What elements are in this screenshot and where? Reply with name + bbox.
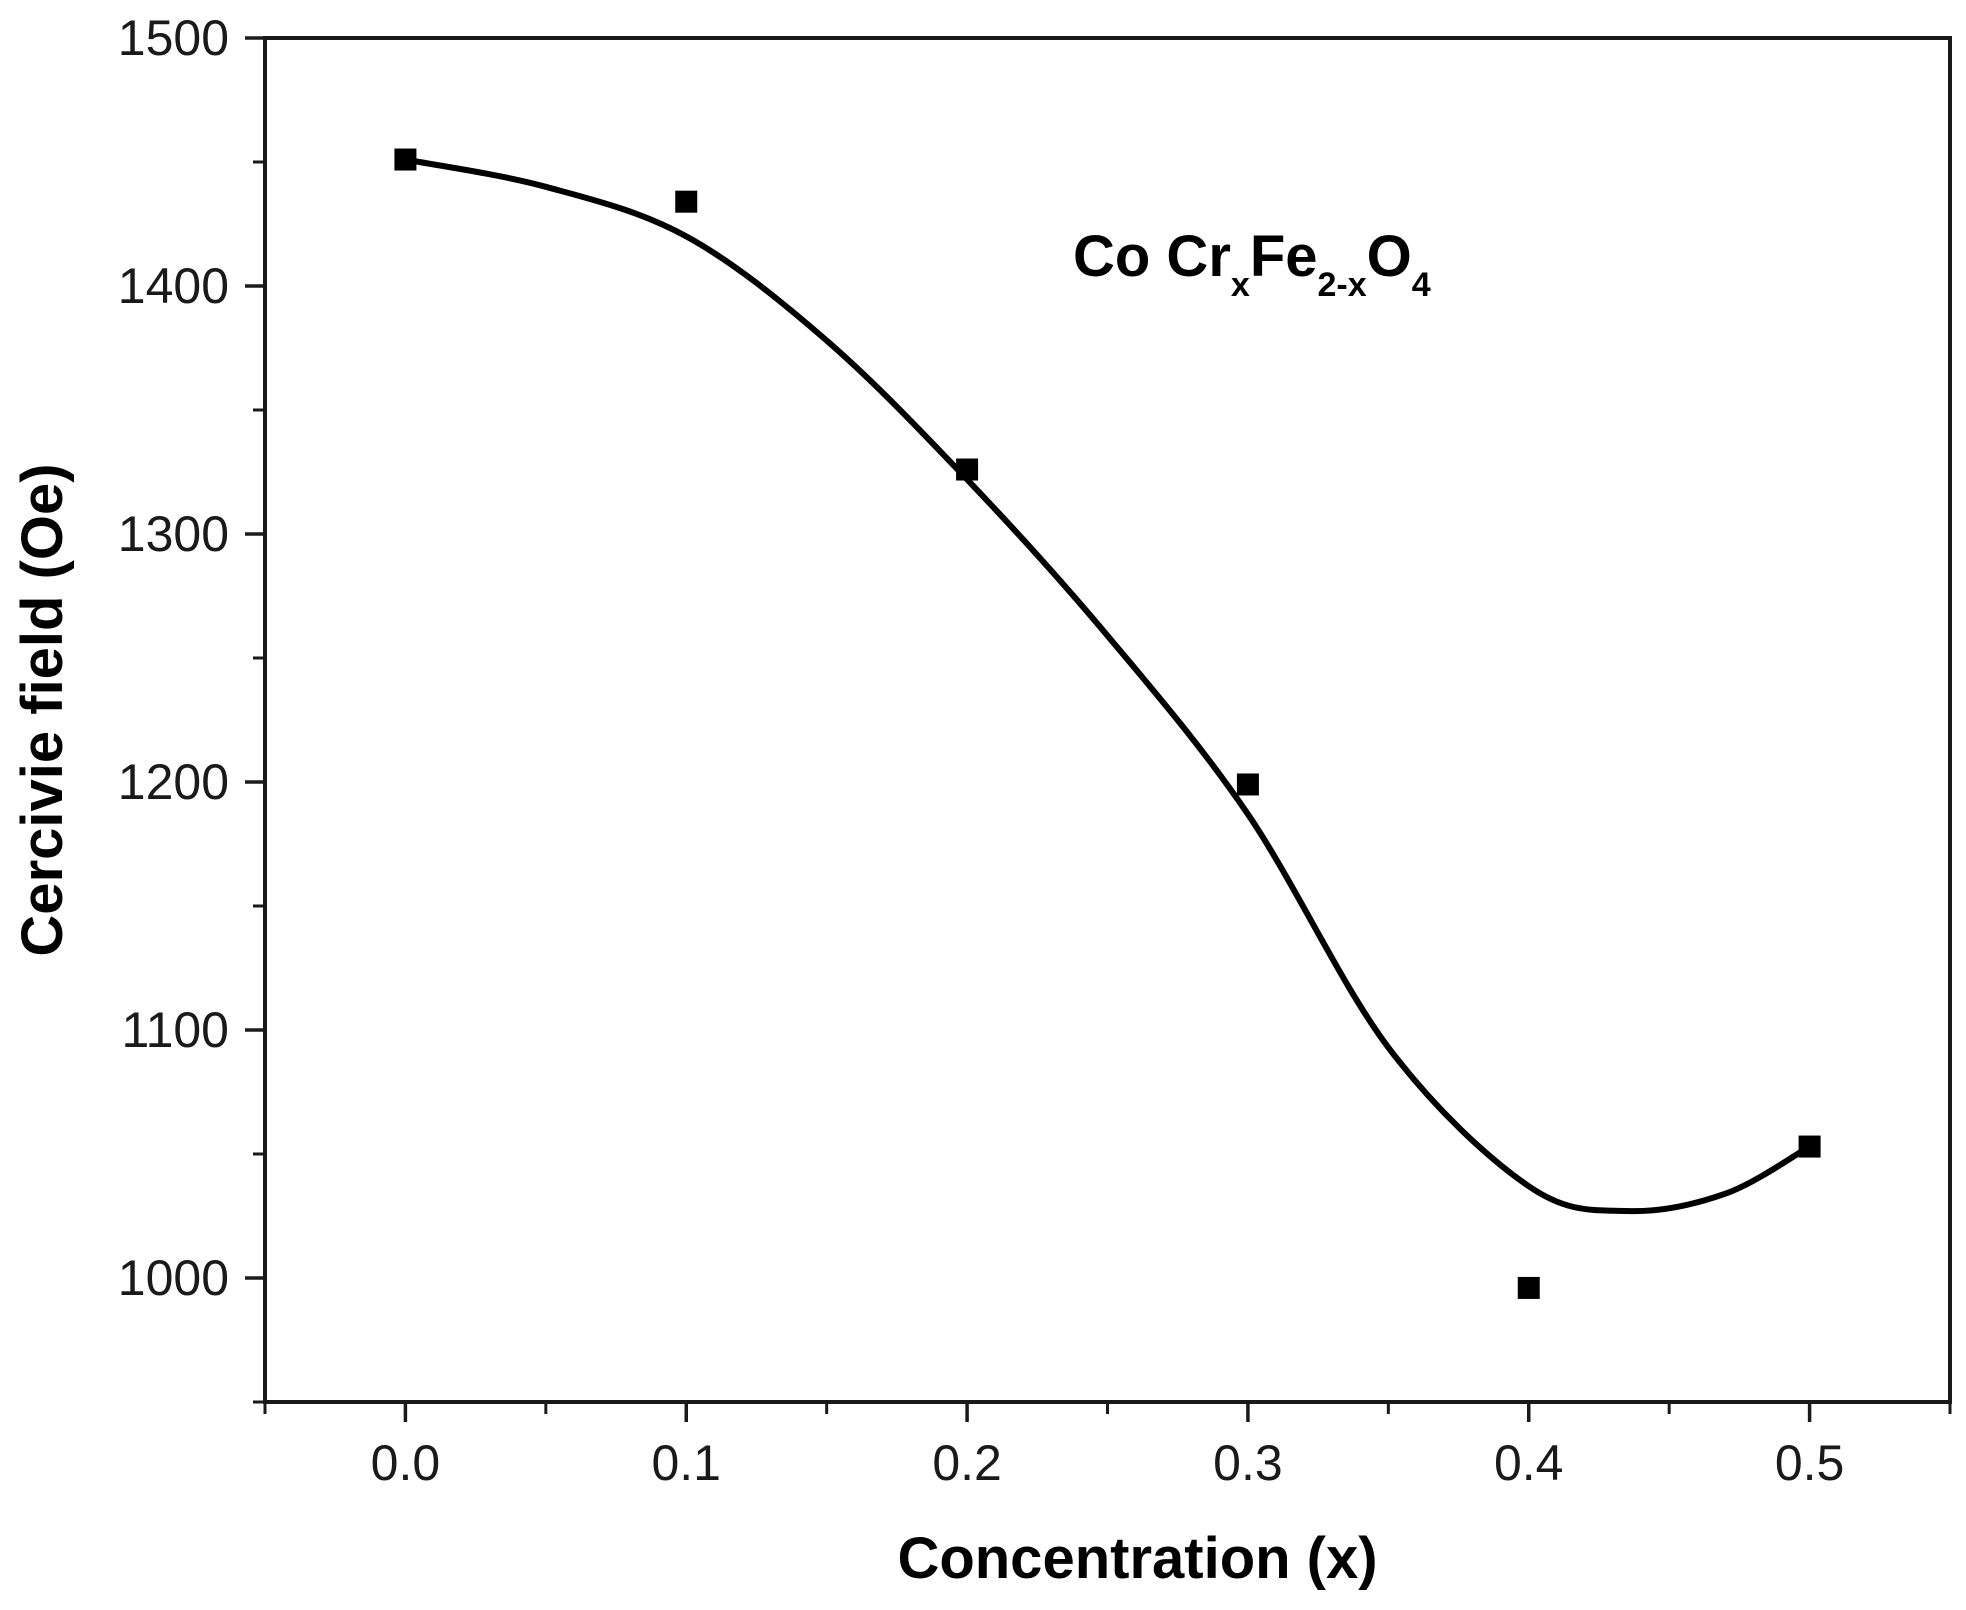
formula-text: Fe bbox=[1250, 224, 1318, 289]
x-tick-label: 0.0 bbox=[371, 1435, 441, 1491]
y-tick-label: 1300 bbox=[118, 506, 229, 562]
y-tick-label: 1500 bbox=[118, 10, 229, 66]
y-tick-label: 1400 bbox=[118, 258, 229, 314]
x-tick-label: 0.3 bbox=[1213, 1435, 1283, 1491]
formula-subscript: 4 bbox=[1412, 266, 1431, 304]
data-point bbox=[1798, 1135, 1821, 1158]
x-axis-title: Concentration (x) bbox=[897, 1526, 1377, 1591]
x-tick-label: 0.5 bbox=[1775, 1435, 1845, 1491]
curve-layer bbox=[402, 156, 1813, 1215]
data-point bbox=[394, 148, 417, 171]
labels-layer: 0.0 0.1 0.2 0.3 0.4 0.5 1000 1100 1200 1300 1400 15… bbox=[10, 10, 1844, 1591]
y-axis-title: Cercivie field (Oe) bbox=[10, 463, 75, 956]
data-point bbox=[675, 190, 698, 213]
x-tick-label: 0.1 bbox=[651, 1435, 721, 1491]
formula-text: Co Cr bbox=[1073, 224, 1231, 289]
y-tick-label: 1200 bbox=[118, 754, 229, 810]
points-layer bbox=[394, 148, 1821, 1299]
data-point bbox=[1517, 1276, 1540, 1299]
y-tick-label: 1100 bbox=[121, 1002, 229, 1058]
formula-subscript: 2-x bbox=[1318, 266, 1367, 304]
formula-text: O bbox=[1367, 224, 1412, 289]
data-point bbox=[956, 458, 979, 481]
formula-annotation: Co CrxFe2-xO4 bbox=[1073, 224, 1431, 304]
data-point bbox=[1236, 773, 1259, 796]
x-tick-label: 0.2 bbox=[932, 1435, 1002, 1491]
axes-layer bbox=[245, 36, 1952, 1422]
formula-subscript: x bbox=[1231, 266, 1250, 304]
fit-curve bbox=[402, 156, 1813, 1215]
y-tick-label: 1000 bbox=[118, 1250, 229, 1306]
x-tick-label: 0.4 bbox=[1494, 1435, 1564, 1491]
